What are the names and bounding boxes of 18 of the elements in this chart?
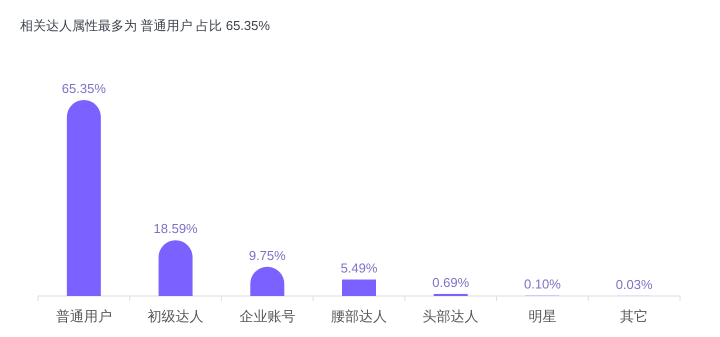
x-tick-label: 其它 [620,308,648,324]
data-label: 65.35% [62,81,106,96]
data-label: 5.49% [340,260,378,276]
x-tick-label: 腰部达人 [331,308,387,324]
chart-title: 相关达人属性最多为 普通用户 占比 65.35% [20,18,270,33]
data-label: 9.75% [248,248,286,263]
x-tick-label: 头部达人 [422,308,479,324]
x-tick-label: 普通用户 [56,308,112,324]
bar [66,100,101,296]
data-label: 0.10% [524,276,562,292]
x-tick-label: 明星 [528,308,556,324]
data-label: 0.69% [432,274,470,290]
data-label: 0.03% [616,276,654,292]
data-label: 18.59% [154,221,198,236]
bar [342,280,376,296]
bar [158,240,193,296]
x-tick-label: 初级达人 [148,308,204,324]
x-tick-label: 企业账号 [239,308,296,324]
